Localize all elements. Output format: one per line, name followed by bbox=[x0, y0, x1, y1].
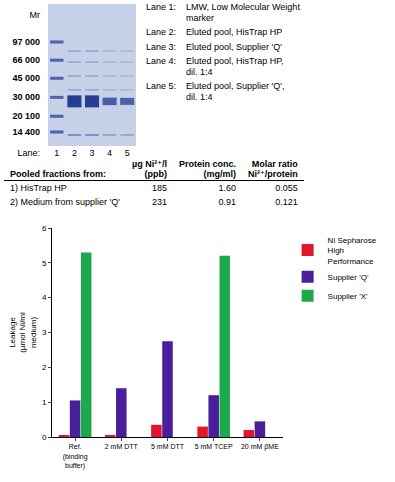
html-text:(mg/ml): (mg/ml) bbox=[203, 169, 236, 179]
html-text:0.91: 0.91 bbox=[218, 197, 236, 207]
svg-text:dil. 1:4: dil. 1:4 bbox=[186, 67, 213, 77]
svg-text:20 100: 20 100 bbox=[12, 111, 40, 121]
svg-text:3: 3 bbox=[42, 328, 47, 337]
html-text:Pooled fractions from:: Pooled fractions from: bbox=[10, 169, 106, 179]
svg-text:66 000: 66 000 bbox=[12, 55, 40, 65]
svg-text:Eluted pool, HisTrap HP: Eluted pool, HisTrap HP bbox=[186, 27, 282, 37]
svg-text:Lane 2:: Lane 2: bbox=[146, 27, 176, 37]
svg-text:Eluted pool, HisTrap HP,: Eluted pool, HisTrap HP, bbox=[186, 56, 284, 66]
svg-text:20 mM βME: 20 mM βME bbox=[241, 443, 279, 451]
svg-text:1: 1 bbox=[54, 148, 59, 158]
html-text:Protein conc.: Protein conc. bbox=[178, 159, 236, 169]
html-text:231: 231 bbox=[151, 197, 167, 207]
svg-text:Lane 1:: Lane 1: bbox=[146, 2, 176, 12]
svg-text:1: 1 bbox=[42, 398, 47, 407]
svg-text:3: 3 bbox=[89, 148, 94, 158]
svg-text:4: 4 bbox=[107, 148, 112, 158]
svg-text:Lane 4:: Lane 4: bbox=[146, 56, 176, 66]
svg-text:LMW, Low Molecular Weight: LMW, Low Molecular Weight bbox=[186, 2, 300, 12]
svg-text:Supplier 'X': Supplier 'X' bbox=[328, 292, 368, 301]
svg-text:Lane 5:: Lane 5: bbox=[146, 81, 176, 91]
svg-text:6: 6 bbox=[42, 224, 47, 233]
svg-text:Lane 3:: Lane 3: bbox=[146, 42, 176, 52]
svg-text:Leakage(µmol Ni/mlmedium): Leakage(µmol Ni/mlmedium) bbox=[8, 312, 38, 353]
svg-text:45 000: 45 000 bbox=[12, 73, 40, 83]
svg-text:Eluted pool, Supplier 'Q': Eluted pool, Supplier 'Q' bbox=[186, 42, 282, 52]
svg-text:97 000: 97 000 bbox=[12, 37, 40, 47]
html-text:1) HisTrap HP: 1) HisTrap HP bbox=[10, 183, 67, 193]
html-text:1.60: 1.60 bbox=[218, 183, 236, 193]
svg-text:Mr: Mr bbox=[30, 10, 41, 20]
svg-text:Eluted pool, Supplier 'Q',: Eluted pool, Supplier 'Q', bbox=[186, 81, 285, 91]
svg-text:0: 0 bbox=[42, 433, 47, 442]
svg-text:Ref.(bindingbuffer): Ref.(bindingbuffer) bbox=[63, 443, 88, 469]
svg-text:5 mM DTT: 5 mM DTT bbox=[151, 443, 185, 450]
svg-text:30 000: 30 000 bbox=[12, 92, 40, 102]
html-text:0.121: 0.121 bbox=[275, 197, 298, 207]
svg-text:Supplier 'Q': Supplier 'Q' bbox=[328, 273, 369, 282]
svg-text:5 mM TCEP: 5 mM TCEP bbox=[195, 443, 233, 450]
svg-text:14 400: 14 400 bbox=[12, 127, 40, 137]
svg-text:Ni SepharoseHighPerformance: Ni SepharoseHighPerformance bbox=[328, 236, 377, 266]
html-text:(ppb): (ppb) bbox=[144, 169, 167, 179]
html-text:Molar ratio: Molar ratio bbox=[251, 159, 298, 169]
html-text:185: 185 bbox=[151, 183, 167, 193]
svg-text:2: 2 bbox=[42, 363, 47, 372]
svg-text:marker: marker bbox=[186, 13, 214, 23]
svg-text:dil. 1:4: dil. 1:4 bbox=[186, 92, 213, 102]
svg-text:5: 5 bbox=[125, 148, 130, 158]
html-text:2) Medium from supplier 'Q': 2) Medium from supplier 'Q' bbox=[10, 197, 120, 207]
svg-text:4: 4 bbox=[42, 293, 47, 302]
html-text:Ni²⁺/protein: Ni²⁺/protein bbox=[247, 169, 298, 179]
html-text:µg Ni²⁺/l: µg Ni²⁺/l bbox=[132, 159, 167, 169]
svg-text:2: 2 bbox=[72, 148, 77, 158]
svg-text:Lane:: Lane: bbox=[17, 148, 40, 158]
svg-text:5: 5 bbox=[42, 259, 47, 268]
html-text:0.055: 0.055 bbox=[275, 183, 298, 193]
svg-text:2 mM DTT: 2 mM DTT bbox=[105, 443, 139, 450]
